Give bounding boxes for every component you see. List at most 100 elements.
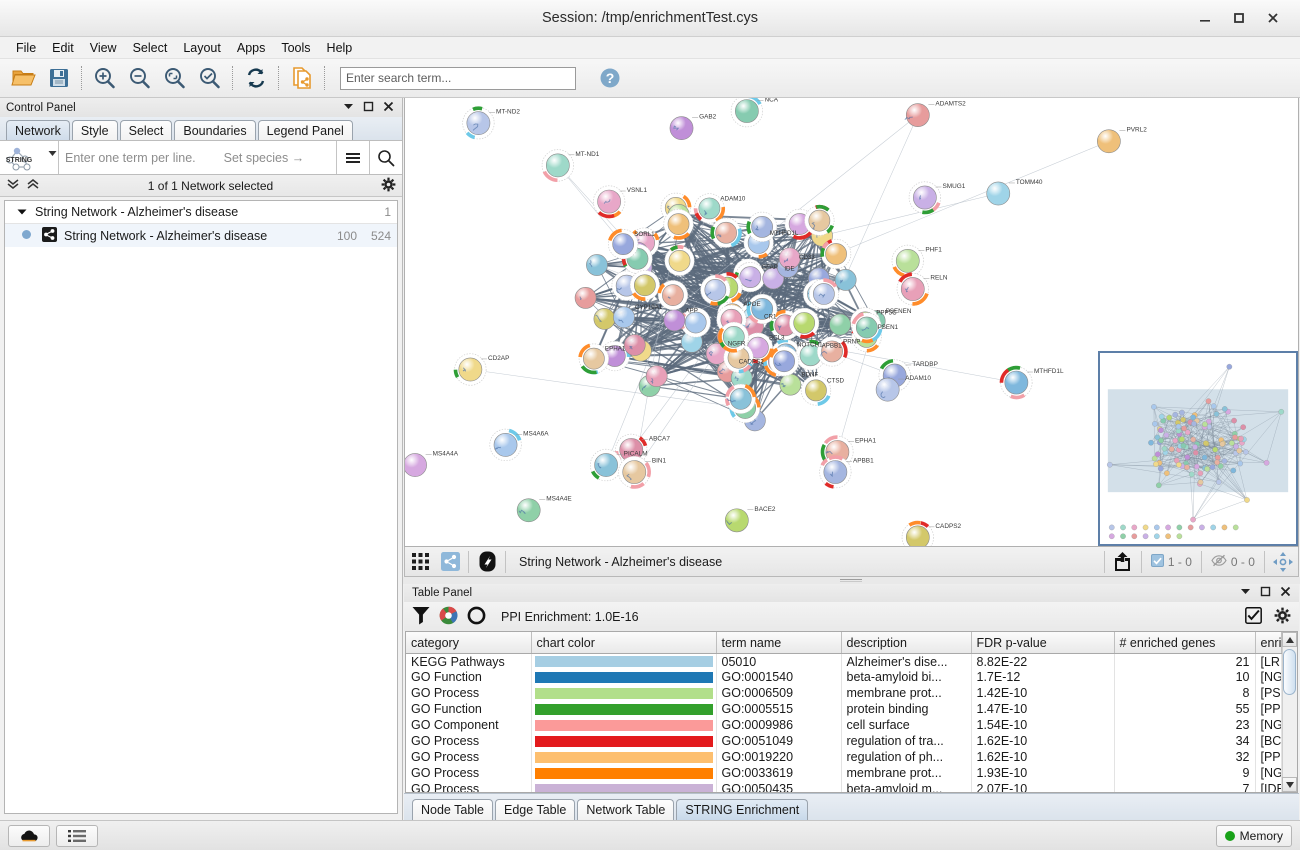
- table-row[interactable]: GO Process GO:0019220 regulation of ph... 1…: [406, 749, 1281, 765]
- column-header-enriched-genes[interactable]: enriched genes: [1255, 632, 1281, 653]
- donut-chart-icon[interactable]: [467, 606, 486, 628]
- scroll-up-arrow[interactable]: [1282, 632, 1297, 647]
- close-icon[interactable]: [1280, 586, 1291, 600]
- chevron-down-icon[interactable]: [1240, 587, 1251, 599]
- cloud-button[interactable]: [8, 825, 50, 847]
- table-row[interactable]: GO Process GO:0006509 membrane prot... 1.42…: [406, 685, 1281, 701]
- hamburger-icon[interactable]: [336, 141, 369, 174]
- search-input[interactable]: Enter search term...: [340, 67, 576, 90]
- menu-apps[interactable]: Apps: [229, 39, 274, 57]
- gear-icon[interactable]: [381, 177, 396, 195]
- menu-view[interactable]: View: [82, 39, 125, 57]
- network-node[interactable]: [575, 287, 596, 308]
- network-node[interactable]: MS4A6A: [490, 429, 549, 461]
- table-row[interactable]: GO Function GO:0005515 protein binding 1.47…: [406, 701, 1281, 717]
- table-vertical-scrollbar[interactable]: [1282, 632, 1297, 792]
- network-node[interactable]: CD2AP: [455, 354, 510, 386]
- network-node[interactable]: [821, 239, 851, 269]
- tab-style[interactable]: Style: [72, 120, 118, 140]
- zoom-fit-icon[interactable]: [157, 62, 192, 95]
- network-node[interactable]: GAB2: [670, 114, 717, 140]
- pie-chart-icon[interactable]: [439, 606, 458, 628]
- tree-expand-icon[interactable]: [17, 205, 27, 219]
- network-node[interactable]: RELN: [897, 273, 948, 305]
- expand-all-icon[interactable]: [26, 178, 40, 193]
- network-tree-root[interactable]: String Network - Alzheimer's disease 1: [5, 201, 397, 224]
- tab-string-enrichment[interactable]: STRING Enrichment: [676, 799, 808, 820]
- network-node[interactable]: MT-ND1: [542, 150, 600, 182]
- network-node[interactable]: [658, 280, 688, 310]
- menu-file[interactable]: File: [8, 39, 44, 57]
- network-node[interactable]: CADPS2: [902, 522, 962, 547]
- network-node[interactable]: [613, 307, 634, 328]
- search-icon[interactable]: [369, 141, 402, 174]
- network-tree-item[interactable]: String Network - Alzheimer's disease 100…: [5, 224, 397, 247]
- menu-tools[interactable]: Tools: [273, 39, 318, 57]
- menu-help[interactable]: Help: [319, 39, 361, 57]
- column-header-enriched-gene-count[interactable]: # enriched genes: [1114, 632, 1255, 653]
- task-list-button[interactable]: [56, 825, 98, 847]
- network-node[interactable]: BIN1: [618, 456, 666, 488]
- network-node[interactable]: MT-ND2: [463, 107, 521, 139]
- network-node[interactable]: [664, 310, 685, 331]
- float-icon[interactable]: [1260, 586, 1271, 600]
- string-query-input[interactable]: Enter one term per line. Set species →: [58, 141, 336, 174]
- scroll-thumb[interactable]: [1283, 649, 1296, 695]
- network-node[interactable]: TOMM40: [987, 179, 1043, 205]
- network-node[interactable]: [789, 308, 819, 338]
- zoom-out-icon[interactable]: [122, 62, 157, 95]
- table-row[interactable]: GO Process GO:0050435 beta-amyloid m... 2.0…: [406, 781, 1281, 793]
- network-node[interactable]: [769, 346, 799, 376]
- network-node[interactable]: [726, 384, 756, 414]
- network-node[interactable]: [835, 269, 856, 290]
- tab-network[interactable]: Network: [6, 120, 70, 140]
- network-node[interactable]: [664, 209, 694, 239]
- memory-button[interactable]: Memory: [1216, 825, 1292, 847]
- network-node[interactable]: [830, 314, 851, 335]
- network-view-canvas[interactable]: MT-ND2 MT-ND1 VSNL1 CD2AP MS4A6A MS4A4A MS4A4E…: [404, 98, 1299, 547]
- network-node[interactable]: MS4A4E: [517, 496, 572, 522]
- open-session-icon[interactable]: [6, 62, 41, 95]
- network-node[interactable]: [701, 275, 731, 305]
- annotation-icon[interactable]: [472, 548, 502, 576]
- tab-node-table[interactable]: Node Table: [412, 799, 493, 820]
- network-node[interactable]: BACE2: [725, 506, 776, 532]
- network-nodes[interactable]: MT-ND2 MT-ND1 VSNL1 CD2AP MS4A6A MS4A4A MS4A4E…: [405, 98, 1147, 547]
- column-header-category[interactable]: category: [406, 632, 531, 653]
- column-header-chart-color[interactable]: chart color: [531, 632, 716, 653]
- menu-select[interactable]: Select: [125, 39, 176, 57]
- set-species-link[interactable]: Set species →: [224, 151, 305, 165]
- network-node[interactable]: [630, 270, 660, 300]
- export-network-icon[interactable]: [284, 62, 319, 95]
- close-icon[interactable]: [383, 101, 394, 115]
- menu-edit[interactable]: Edit: [44, 39, 82, 57]
- network-node[interactable]: MTHFD1L: [1001, 367, 1064, 399]
- horizontal-splitter[interactable]: [403, 577, 1300, 584]
- table-row[interactable]: GO Process GO:0033619 membrane prot... 1.93…: [406, 765, 1281, 781]
- tab-legend-panel[interactable]: Legend Panel: [258, 120, 353, 140]
- gear-icon[interactable]: [1274, 607, 1291, 627]
- table-row[interactable]: GO Function GO:0001540 beta-amyloid bi... 1…: [406, 669, 1281, 685]
- help-icon[interactable]: ?: [592, 62, 627, 95]
- network-node[interactable]: [809, 279, 839, 309]
- grid-layout-icon[interactable]: [405, 548, 435, 576]
- tab-edge-table[interactable]: Edge Table: [495, 799, 575, 820]
- zoom-selected-icon[interactable]: [192, 62, 227, 95]
- network-node[interactable]: [711, 218, 741, 248]
- export-image-icon[interactable]: [1108, 548, 1138, 576]
- column-header-term-name[interactable]: term name: [716, 632, 841, 653]
- network-node[interactable]: [665, 246, 695, 276]
- network-node[interactable]: [594, 308, 615, 329]
- float-icon[interactable]: [363, 101, 374, 115]
- collapse-all-icon[interactable]: [6, 178, 20, 193]
- share-network-icon[interactable]: [435, 548, 465, 576]
- network-node[interactable]: SMUG1: [909, 182, 966, 214]
- network-node[interactable]: VSNL1: [593, 186, 647, 218]
- tab-boundaries[interactable]: Boundaries: [174, 120, 255, 140]
- chevron-down-icon[interactable]: [343, 102, 354, 114]
- network-node[interactable]: MS4A4A: [405, 450, 459, 476]
- network-node[interactable]: NCA: [731, 98, 779, 127]
- scroll-down-arrow[interactable]: [1282, 777, 1297, 792]
- network-node[interactable]: [646, 366, 667, 387]
- network-node[interactable]: [805, 206, 835, 236]
